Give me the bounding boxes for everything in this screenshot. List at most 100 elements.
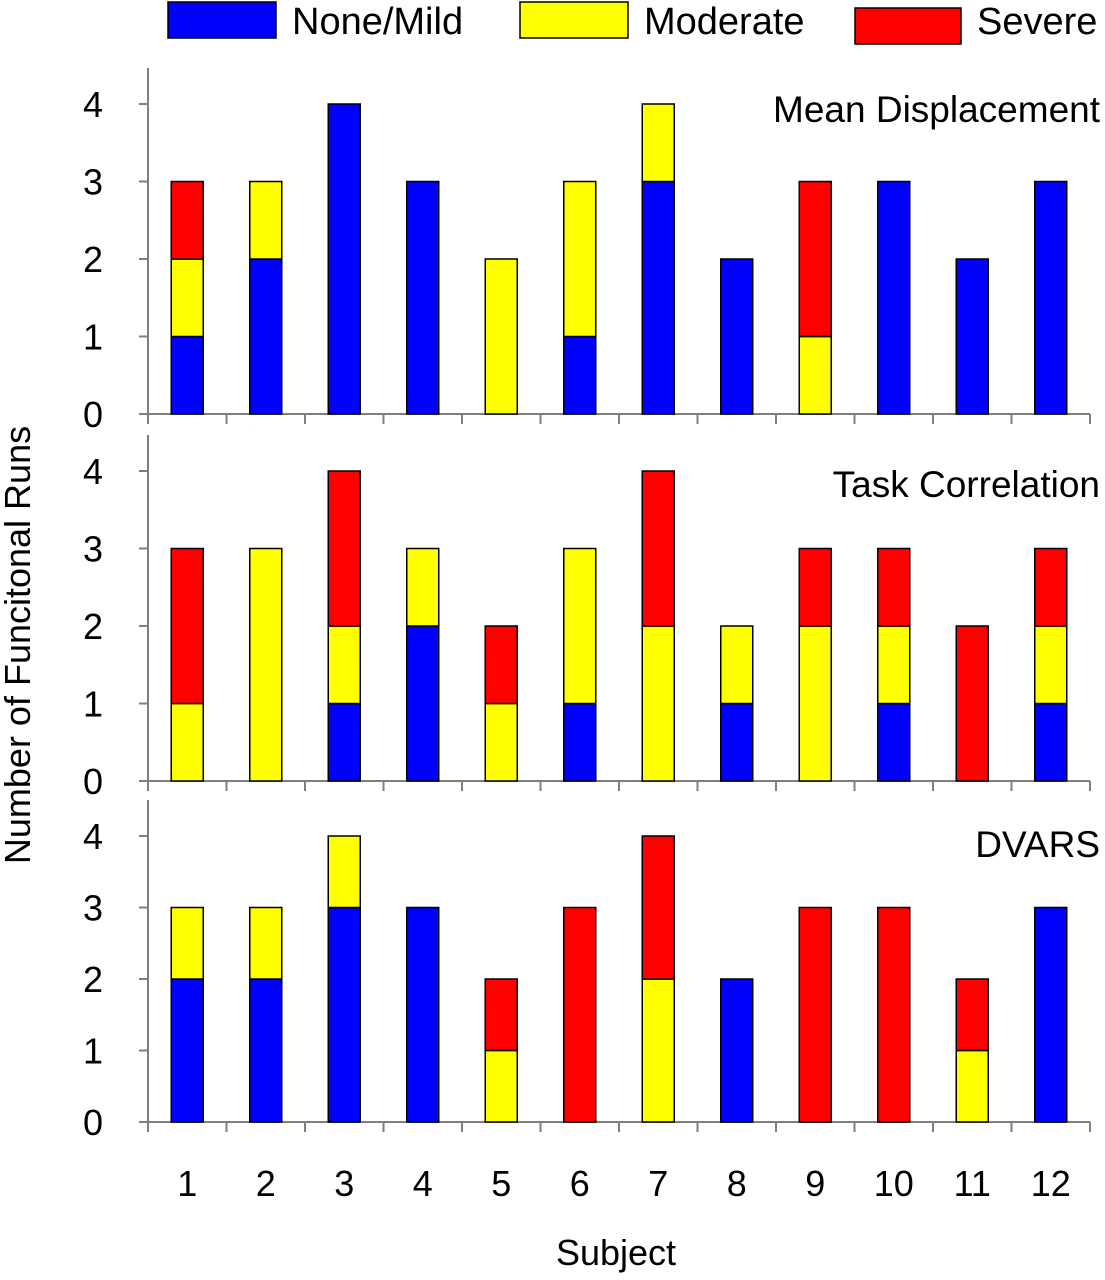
bar-segment-moderate [406, 547, 440, 627]
legend-swatch-moderate [519, 1, 629, 39]
bar-segment-none-mild [877, 702, 911, 782]
bar-segment-none-mild [720, 978, 754, 1123]
x-tick-label: 9 [805, 1163, 825, 1204]
y-tick-label: 2 [83, 239, 103, 280]
bar-segment-none-mild [170, 978, 204, 1123]
bar-segment-severe [484, 978, 518, 1052]
bar-segment-moderate [641, 625, 675, 782]
y-tick-label: 4 [83, 84, 103, 125]
x-tick-label: 11 [954, 1163, 991, 1204]
y-tick-label: 0 [83, 1102, 103, 1143]
bar-segment-severe [563, 906, 597, 1123]
bar-segment-moderate [327, 835, 361, 909]
bar-segment-moderate [249, 180, 283, 260]
x-tick-label: 7 [648, 1163, 668, 1204]
legend-swatch-none-mild [167, 1, 277, 39]
x-tick-label: 12 [1031, 1163, 1071, 1204]
bar-segment-none-mild [720, 258, 754, 415]
bar-segment-moderate [563, 180, 597, 338]
bar-segment-severe [877, 906, 911, 1123]
bar-segment-none-mild [327, 103, 361, 415]
x-tick-label: 5 [491, 1163, 511, 1204]
bar-segment-none-mild [563, 702, 597, 782]
legend-label-none-mild: None/Mild [292, 1, 463, 43]
bar-segment-none-mild [406, 180, 440, 415]
y-tick-label: 1 [83, 317, 103, 358]
bar-segment-moderate [720, 625, 754, 705]
y-tick-label: 2 [83, 606, 103, 647]
bar-segment-severe [327, 470, 361, 627]
bar-segment-moderate [249, 906, 283, 980]
x-axis-ticks: 1 2 3 4 5 6 7 8 9 10 11 12 [177, 1163, 1071, 1204]
bar-segment-severe [170, 547, 204, 705]
bar-segment-severe [798, 547, 832, 627]
x-tick-label: 4 [413, 1163, 433, 1204]
bar-segment-none-mild [1034, 906, 1068, 1123]
y-tick-label: 2 [83, 959, 103, 1000]
chart-panels: 0 1 2 3 4 Mean Displacement 0 1 2 3 4 Task Correlat… [83, 68, 1101, 1143]
legend-label-moderate: Moderate [644, 1, 805, 43]
bar-segment-none-mild [877, 180, 911, 415]
x-tick-label: 2 [256, 1163, 276, 1204]
bar-segment-moderate [327, 625, 361, 705]
bar-segment-none-mild [563, 335, 597, 415]
bar-segment-moderate [249, 547, 283, 782]
bar-segment-none-mild [249, 258, 283, 415]
bar-segment-none-mild [406, 906, 440, 1123]
y-tick-label: 1 [83, 1031, 103, 1072]
bar-segment-none-mild [327, 906, 361, 1123]
y-tick-label: 3 [83, 529, 103, 570]
y-tick-label: 4 [83, 451, 103, 492]
bar-segment-severe [877, 547, 911, 627]
bar-segment-none-mild [327, 702, 361, 782]
x-tick-label: 3 [334, 1163, 354, 1204]
bar-segment-none-mild [406, 625, 440, 782]
bar-segment-moderate [641, 978, 675, 1123]
y-tick-label: 0 [83, 761, 103, 802]
panel-3: 0 1 2 3 4 DVARS [83, 800, 1100, 1143]
x-axis-title: Subject [556, 1232, 676, 1273]
bar-segment-moderate [955, 1049, 989, 1123]
bar-segment-severe [1034, 547, 1068, 627]
bar-segment-moderate [484, 702, 518, 782]
bar-segment-severe [955, 978, 989, 1052]
bar-segment-severe [798, 906, 832, 1123]
panel-2: 0 1 2 3 4 Task Correlation [83, 435, 1100, 802]
panel-title: Task Correlation [833, 464, 1100, 505]
bar-segment-moderate [798, 335, 832, 415]
bar-segment-severe [484, 625, 518, 705]
bar-segment-severe [641, 470, 675, 627]
bar-segment-moderate [1034, 625, 1068, 705]
bar-segment-moderate [798, 625, 832, 782]
y-tick-label: 3 [83, 162, 103, 203]
bar-segment-none-mild [170, 335, 204, 415]
bar-segment-none-mild [249, 978, 283, 1123]
y-tick-label: 3 [83, 888, 103, 929]
panel-title: Mean Displacement [773, 89, 1101, 130]
y-axis-title: Number of Funcitonal Runs [0, 426, 38, 864]
x-tick-label: 8 [727, 1163, 747, 1204]
bar-segment-severe [170, 180, 204, 260]
bar-segment-none-mild [955, 258, 989, 415]
bar-segment-moderate [877, 625, 911, 705]
bar-segment-severe [955, 625, 989, 782]
x-tick-label: 10 [874, 1163, 914, 1204]
bar-segment-moderate [484, 258, 518, 415]
x-tick-label: 6 [570, 1163, 590, 1204]
panel-1: 0 1 2 3 4 Mean Displacement [83, 68, 1101, 435]
bar-segment-none-mild [1034, 180, 1068, 415]
y-tick-label: 0 [83, 394, 103, 435]
legend-swatch-severe [854, 7, 962, 45]
legend-label-severe: Severe [977, 1, 1097, 43]
bar-segment-moderate [170, 906, 204, 980]
bar-segment-severe [641, 835, 675, 980]
x-tick-label: 1 [177, 1163, 197, 1204]
bar-segment-moderate [170, 702, 204, 782]
bar-segment-none-mild [641, 180, 675, 415]
panel-title: DVARS [975, 824, 1100, 865]
bar-segment-moderate [641, 103, 675, 183]
bar-segment-severe [798, 180, 832, 338]
bar-segment-none-mild [1034, 702, 1068, 782]
bar-segment-moderate [484, 1049, 518, 1123]
